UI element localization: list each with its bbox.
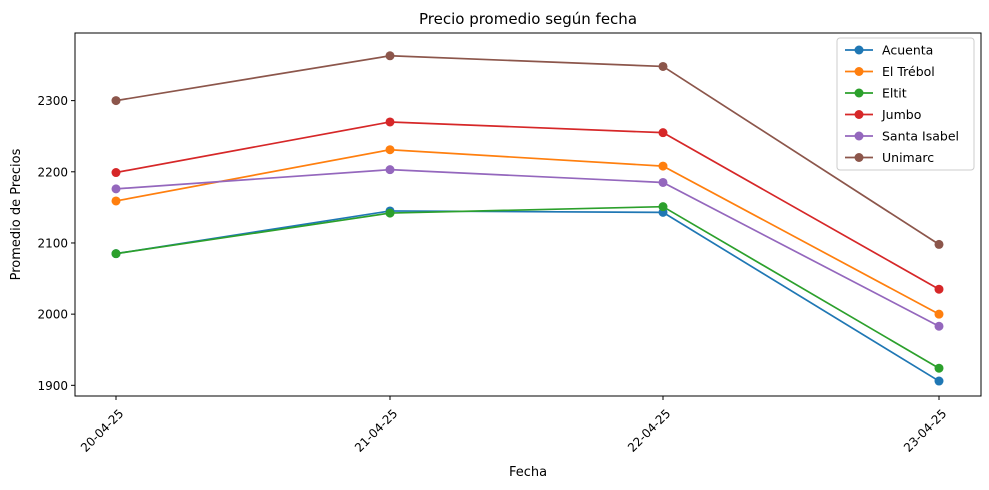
y-tick-label: 1900 (37, 379, 68, 393)
data-point (111, 96, 121, 106)
data-point (658, 128, 668, 138)
data-point (658, 61, 668, 71)
data-point (111, 184, 121, 194)
x-tick-label: 22-04-25 (625, 406, 673, 454)
y-tick-label: 2000 (37, 308, 68, 322)
y-tick-label: 2100 (37, 236, 68, 250)
data-point (111, 249, 121, 259)
plot-area (74, 32, 982, 397)
chart-title: Precio promedio según fecha (419, 10, 637, 28)
legend-label: Unimarc (882, 150, 934, 165)
legend-marker (854, 88, 864, 98)
series-line (115, 54, 940, 246)
series-acuenta (111, 206, 944, 386)
series-line (115, 210, 940, 382)
data-point (385, 117, 395, 127)
series-line (115, 168, 940, 328)
y-axis: 1900 2000 2100 2200 2300 (37, 94, 75, 393)
data-point (934, 239, 944, 249)
series-jumbo (111, 117, 944, 294)
y-tick-label: 2300 (37, 94, 68, 108)
legend: Acuenta El Trébol Eltit Jumbo Santa Isabel Un… (836, 37, 975, 171)
legend-marker (854, 67, 864, 76)
series-eltit (111, 202, 944, 373)
data-point (934, 309, 944, 319)
legend-marker (854, 110, 864, 119)
series-line (115, 205, 940, 369)
y-tick-label: 2200 (37, 165, 68, 179)
legend-label: Acuenta (882, 43, 933, 58)
data-point (934, 284, 944, 294)
x-axis: 20-04-25 21-04-25 22-04-25 23-04-25 (78, 396, 949, 455)
data-point (385, 208, 395, 218)
x-tick-label: 21-04-25 (352, 406, 400, 454)
x-tick-label: 20-04-25 (78, 406, 126, 454)
series-line (115, 121, 940, 290)
series-unimarc (111, 51, 944, 249)
legend-marker (854, 153, 864, 162)
data-point (934, 363, 944, 373)
data-point (658, 161, 668, 171)
legend-marker (854, 45, 864, 55)
y-axis-label: Promedio de Precios (9, 148, 24, 280)
x-axis-label: Fecha (509, 465, 547, 480)
legend-label: Jumbo (881, 107, 921, 122)
legend-label: El Trébol (882, 64, 935, 79)
legend-label: Santa Isabel (882, 129, 959, 144)
data-point (111, 196, 121, 206)
data-point (385, 165, 395, 175)
data-point (111, 168, 121, 178)
series-line (115, 148, 940, 315)
legend-label: Eltit (882, 86, 907, 101)
data-point (934, 321, 944, 331)
data-point (934, 376, 944, 386)
data-point (385, 145, 395, 155)
data-point (658, 202, 668, 212)
series-el-trébol (111, 145, 944, 319)
data-point (658, 177, 668, 187)
x-tick-label: 23-04-25 (901, 406, 949, 454)
data-point (385, 51, 395, 61)
series-santa-isabel (111, 165, 944, 331)
legend-marker (854, 131, 864, 141)
series-layer (111, 51, 944, 386)
